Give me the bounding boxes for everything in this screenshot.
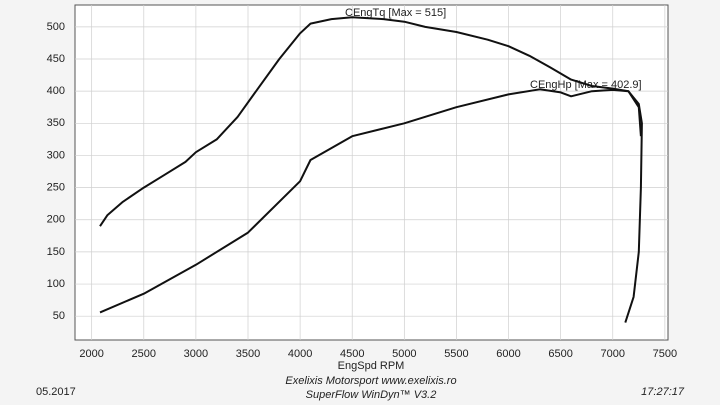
- y-tick-label: 150: [47, 246, 65, 258]
- y-tick-label: 450: [47, 53, 65, 65]
- y-tick-label: 400: [47, 85, 65, 97]
- x-tick-label: 6500: [548, 348, 572, 360]
- y-tick-label: 100: [47, 278, 65, 290]
- x-tick-label: 7000: [601, 348, 625, 360]
- y-tick-label: 300: [47, 149, 65, 161]
- series-line: [99, 88, 642, 314]
- y-tick-label: 500: [47, 21, 65, 33]
- software: SuperFlow WinDyn™ V3.2: [306, 389, 437, 401]
- x-tick-label: 2000: [79, 348, 103, 360]
- x-tick-label: 2500: [132, 348, 156, 360]
- x-tick-label: 3000: [184, 348, 208, 360]
- x-tick-label: 6000: [496, 348, 520, 360]
- x-tick-label: 3500: [236, 348, 260, 360]
- y-tick-label: 200: [47, 214, 65, 226]
- y-tick-label: 350: [47, 117, 65, 129]
- date: 05.2017: [36, 386, 76, 398]
- series-line: [99, 16, 643, 323]
- x-axis-label: EngSpd RPM: [338, 360, 405, 372]
- torque-annotation: CEngTq [Max = 515]: [345, 7, 446, 19]
- x-tick-label: 7500: [653, 348, 677, 360]
- x-tick-label: 4000: [288, 348, 312, 360]
- x-tick-label: 5500: [444, 348, 468, 360]
- time: 17:27:17: [641, 386, 685, 398]
- credit: Exelixis Motorsport www.exelixis.ro: [285, 375, 456, 387]
- x-tick-label: 4500: [340, 348, 364, 360]
- y-tick-label: 50: [53, 310, 65, 322]
- plot-area: [74, 4, 669, 341]
- y-tick-label: 250: [47, 182, 65, 194]
- x-tick-label: 5000: [392, 348, 416, 360]
